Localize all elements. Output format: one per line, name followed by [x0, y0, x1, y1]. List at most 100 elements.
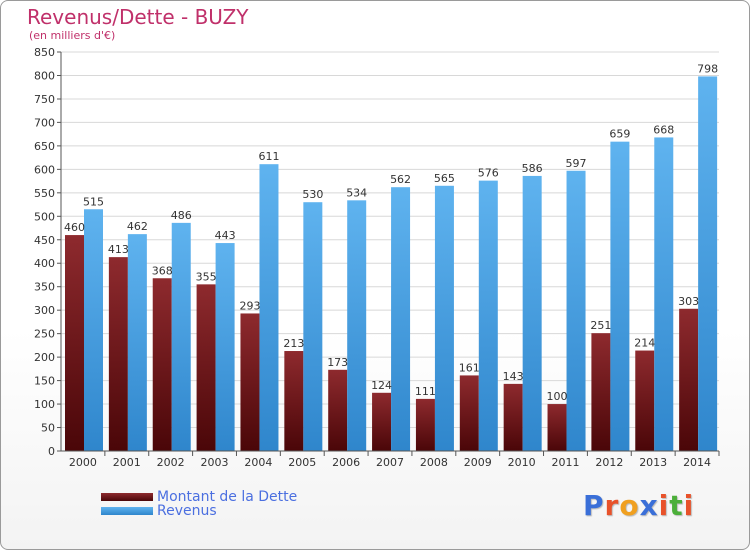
- bar-revenus: [84, 209, 103, 451]
- x-tick-label: 2007: [376, 456, 404, 469]
- data-label-revenus: 462: [127, 220, 148, 233]
- data-label-revenus: 534: [346, 186, 367, 199]
- bar-debt: [415, 398, 435, 451]
- bar-revenus: [347, 200, 367, 451]
- y-tick-label: 800: [34, 69, 55, 82]
- bar-debt: [679, 308, 699, 451]
- y-tick-label: 600: [34, 163, 55, 176]
- y-tick-label: 250: [34, 328, 55, 341]
- bar-debt: [459, 375, 479, 451]
- y-tick-label: 200: [34, 351, 55, 364]
- data-label-debt: 111: [415, 385, 436, 398]
- data-label-debt: 100: [547, 390, 568, 403]
- y-tick-label: 750: [34, 93, 55, 106]
- y-tick-label: 500: [34, 210, 55, 223]
- x-tick-label: 2014: [683, 456, 711, 469]
- legend-label-revenus: Revenus: [157, 503, 217, 519]
- y-tick-label: 550: [34, 187, 55, 200]
- proxiti-logo: Proxiti: [583, 489, 694, 522]
- x-tick-label: 2006: [332, 456, 360, 469]
- bar-revenus: [127, 234, 147, 451]
- legend-swatch-debt: [101, 493, 153, 501]
- bar-debt: [635, 350, 655, 451]
- data-label-revenus: 530: [302, 188, 323, 201]
- x-tick-label: 2009: [464, 456, 492, 469]
- data-label-debt: 143: [503, 370, 524, 383]
- data-label-debt: 460: [64, 221, 85, 234]
- bar-debt: [547, 404, 567, 451]
- data-label-debt: 413: [108, 243, 129, 256]
- y-tick-label: 650: [34, 140, 55, 153]
- axis-layer: 0 50 100 150 200 250 300 350 400 450 500 550 600 650 7…: [34, 46, 720, 469]
- x-tick-label: 2001: [113, 456, 141, 469]
- data-label-debt: 161: [459, 361, 480, 374]
- x-tick-label: 2010: [508, 456, 536, 469]
- data-label-revenus: 586: [522, 162, 543, 175]
- data-label-debt: 368: [152, 264, 173, 277]
- labels-layer: 460 515 413 462 368 486 355 443 293 611 213 530 173 5…: [64, 62, 718, 403]
- data-label-debt: 251: [590, 319, 611, 332]
- bar-debt: [108, 257, 128, 451]
- x-tick-label: 2005: [288, 456, 316, 469]
- logo-letter: P: [583, 489, 605, 522]
- logo-letter: o: [619, 489, 640, 522]
- y-tick-label: 450: [34, 234, 55, 247]
- bar-debt: [328, 369, 348, 451]
- bar-debt: [65, 235, 84, 451]
- logo-letter: x: [639, 489, 659, 522]
- y-tick-label: 50: [41, 422, 55, 435]
- legend-item-revenus: Revenus: [101, 503, 217, 519]
- data-label-revenus: 798: [697, 62, 718, 75]
- bar-debt: [284, 351, 304, 451]
- x-tick-label: 2004: [244, 456, 272, 469]
- x-tick-label: 2012: [595, 456, 623, 469]
- bar-debt: [152, 278, 172, 451]
- y-tick-label: 850: [34, 46, 55, 59]
- y-tick-label: 400: [34, 257, 55, 270]
- y-tick-label: 350: [34, 281, 55, 294]
- data-label-revenus: 659: [609, 128, 630, 141]
- bar-debt: [503, 383, 523, 451]
- bar-revenus: [215, 243, 235, 451]
- bar-revenus: [478, 180, 498, 451]
- logo-letter: r: [604, 489, 620, 522]
- bar-debt: [591, 333, 611, 451]
- y-tick-label: 100: [34, 398, 55, 411]
- bar-revenus: [171, 222, 191, 451]
- y-tick-label: 0: [48, 445, 55, 458]
- data-label-debt: 173: [327, 356, 348, 369]
- data-label-debt: 214: [634, 337, 655, 350]
- bar-debt: [240, 313, 260, 451]
- bar-revenus: [566, 170, 586, 451]
- data-label-revenus: 562: [390, 173, 411, 186]
- data-label-revenus: 565: [434, 172, 455, 185]
- y-tick-label: 300: [34, 304, 55, 317]
- bar-revenus: [259, 164, 279, 452]
- legend-item-debt: Montant de la Dette: [101, 489, 297, 505]
- data-label-revenus: 597: [566, 157, 587, 170]
- data-label-revenus: 611: [258, 150, 279, 163]
- bar-revenus: [522, 175, 542, 451]
- bar-revenus: [698, 76, 718, 451]
- y-tick-label: 700: [34, 116, 55, 129]
- bars-layer: [65, 76, 718, 452]
- logo-letter: i: [658, 489, 670, 522]
- x-tick-label: 2008: [420, 456, 448, 469]
- bar-revenus: [391, 187, 411, 451]
- x-tick-label: 2013: [639, 456, 667, 469]
- data-label-debt: 303: [678, 295, 699, 308]
- bar-debt: [196, 284, 216, 451]
- x-tick-label: 2011: [551, 456, 579, 469]
- data-label-revenus: 486: [171, 209, 192, 222]
- x-tick-label: 2003: [201, 456, 229, 469]
- chart-unit-label: (en milliers d'€): [29, 29, 116, 42]
- legend-label-debt: Montant de la Dette: [157, 489, 298, 505]
- bar-revenus: [434, 185, 454, 451]
- bar-revenus: [654, 137, 674, 452]
- bar-revenus: [610, 141, 630, 451]
- data-label-debt: 293: [239, 299, 260, 312]
- logo-letter: i: [683, 489, 695, 522]
- data-label-revenus: 515: [83, 195, 104, 208]
- data-label-debt: 213: [283, 337, 304, 350]
- data-label-debt: 355: [196, 270, 217, 283]
